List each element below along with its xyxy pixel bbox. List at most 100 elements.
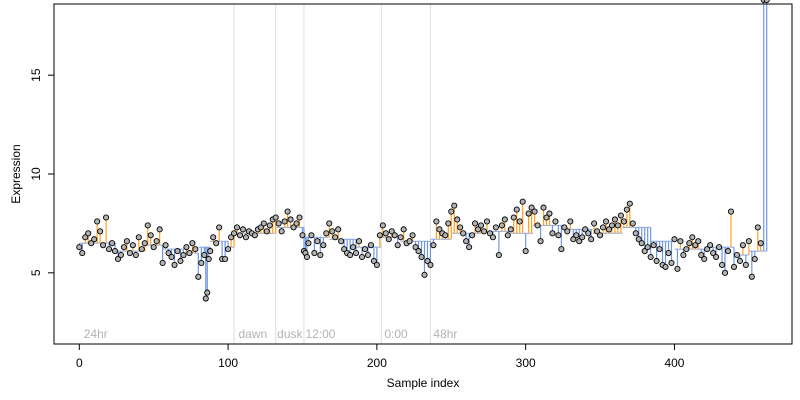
data-point [611, 216, 618, 223]
section-labels: 24hr dawn dusk 12:00 0:00 48hr [84, 327, 458, 341]
data-point [495, 251, 502, 259]
data-point [626, 200, 633, 207]
data-point [707, 242, 714, 249]
data-point [564, 228, 571, 235]
data-point [638, 240, 645, 247]
data-point [373, 261, 380, 268]
data-point [585, 230, 592, 237]
data-point [79, 250, 86, 257]
data-point [314, 238, 321, 245]
data-point [430, 242, 437, 249]
data-point [561, 224, 568, 231]
data-point [483, 218, 491, 225]
data-point [489, 234, 496, 241]
data-point [308, 232, 315, 239]
data-point [171, 261, 178, 268]
data-point [754, 224, 761, 231]
data-point [242, 234, 249, 241]
data-point [183, 244, 190, 251]
data-point [614, 222, 621, 229]
data-point [123, 238, 130, 245]
data-point [216, 224, 223, 231]
data-point [159, 259, 166, 267]
data-point [350, 244, 357, 251]
data-point [653, 257, 660, 265]
data-point [162, 242, 169, 249]
data-point [117, 251, 125, 259]
x-tick-label: 400 [664, 356, 684, 370]
data-point [475, 226, 482, 233]
data-point [174, 248, 181, 255]
data-point [730, 263, 738, 270]
data-point [186, 250, 193, 257]
data-point [147, 232, 154, 239]
section-label: dusk [277, 327, 303, 341]
data-point [132, 251, 139, 259]
data-point [549, 230, 556, 237]
data-point [370, 257, 377, 265]
data-point [686, 240, 693, 247]
data-point [379, 222, 386, 229]
data-point [522, 248, 529, 255]
data-point [599, 224, 607, 231]
data-point [141, 240, 148, 247]
y-tick-label: 5 [29, 269, 43, 276]
data-point [552, 218, 559, 225]
data-point [540, 204, 547, 211]
data-point [501, 216, 508, 223]
data-point [644, 244, 651, 251]
data-point [579, 234, 586, 241]
data-point [433, 218, 440, 225]
data-point [222, 255, 229, 263]
section-label: 0:00 [384, 327, 408, 341]
data-point [567, 218, 574, 225]
data-point [275, 220, 282, 227]
data-point [516, 218, 523, 225]
data-point [558, 246, 565, 253]
data-point [108, 240, 116, 247]
data-point [689, 234, 696, 241]
data-point [138, 246, 145, 253]
data-point [701, 255, 708, 263]
data-point [192, 246, 199, 253]
data-point [82, 234, 89, 241]
y-tick-label: 10 [29, 167, 43, 181]
data-point [448, 208, 455, 215]
data-point [361, 246, 369, 253]
data-point [412, 244, 419, 251]
data-point [168, 253, 175, 261]
data-point [284, 208, 291, 215]
data-point [680, 251, 687, 259]
data-point [421, 271, 428, 278]
data-point [233, 224, 241, 231]
data-point [111, 248, 119, 255]
data-point [632, 230, 639, 237]
data-point [719, 261, 726, 268]
data-point [103, 214, 110, 221]
section-label: 48hr [433, 327, 457, 341]
data-point [347, 251, 354, 259]
data-point [329, 228, 336, 235]
data-point [415, 248, 422, 255]
data-point [486, 230, 494, 237]
data-point [189, 240, 196, 247]
section-label: 24hr [84, 327, 108, 341]
data-point [504, 232, 511, 239]
data-point [605, 226, 613, 233]
data-point [341, 246, 348, 253]
data-point [751, 255, 758, 263]
data-point [736, 257, 743, 265]
data-point [135, 234, 142, 241]
data-point [114, 255, 122, 263]
data-point [724, 248, 732, 255]
data-point [641, 248, 648, 255]
data-point [710, 250, 717, 257]
data-point [674, 265, 681, 272]
data-point [460, 230, 467, 237]
data-point [299, 232, 306, 239]
data-point [100, 242, 107, 249]
y-tick-label: 15 [29, 68, 43, 82]
data-point [570, 236, 577, 243]
